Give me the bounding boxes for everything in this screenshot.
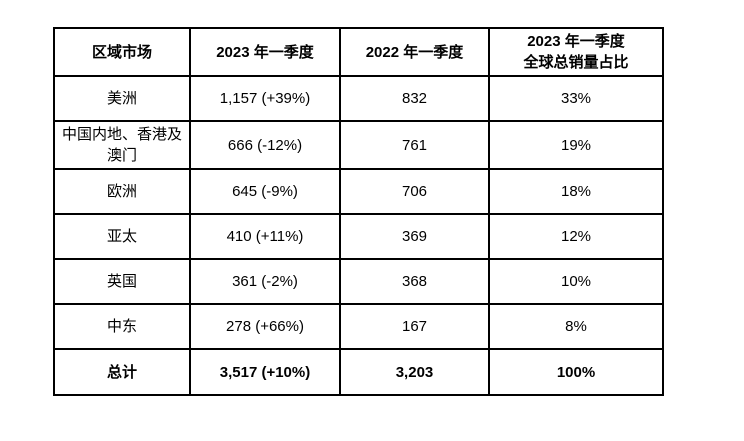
cell-region: 中东 <box>53 303 191 350</box>
cell-q1-2022: 167 <box>339 303 490 350</box>
cell-share: 12% <box>488 213 664 260</box>
cell-q1-2023: 1,157 (+39%) <box>189 75 341 122</box>
cell-share-total: 100% <box>488 348 664 396</box>
cell-share: 10% <box>488 258 664 305</box>
column-header-global-share: 2023 年一季度 全球总销量占比 <box>488 27 664 77</box>
column-header-q1-2023: 2023 年一季度 <box>189 27 341 77</box>
table-row-total: 总计 3,517 (+10%) 3,203 100% <box>53 348 664 396</box>
regional-sales-table: 区域市场 2023 年一季度 2022 年一季度 2023 年一季度 全球总销量… <box>53 27 664 396</box>
header-row: 区域市场 2023 年一季度 2022 年一季度 2023 年一季度 全球总销量… <box>53 27 664 77</box>
table-row-china-hk-macau: 中国内地、香港及澳门 666 (-12%) 761 19% <box>53 120 664 170</box>
table-row-americas: 美洲 1,157 (+39%) 832 33% <box>53 75 664 122</box>
cell-q1-2023-total: 3,517 (+10%) <box>189 348 341 396</box>
cell-q1-2023: 645 (-9%) <box>189 168 341 215</box>
cell-region: 亚太 <box>53 213 191 260</box>
cell-q1-2022: 706 <box>339 168 490 215</box>
table-row-europe: 欧洲 645 (-9%) 706 18% <box>53 168 664 215</box>
column-header-q1-2022: 2022 年一季度 <box>339 27 490 77</box>
cell-q1-2022: 369 <box>339 213 490 260</box>
cell-region: 英国 <box>53 258 191 305</box>
cell-region: 美洲 <box>53 75 191 122</box>
cell-q1-2022-total: 3,203 <box>339 348 490 396</box>
cell-share: 33% <box>488 75 664 122</box>
cell-region-total: 总计 <box>53 348 191 396</box>
cell-q1-2023: 361 (-2%) <box>189 258 341 305</box>
cell-share: 8% <box>488 303 664 350</box>
cell-share: 18% <box>488 168 664 215</box>
cell-region: 欧洲 <box>53 168 191 215</box>
cell-q1-2022: 832 <box>339 75 490 122</box>
cell-q1-2022: 761 <box>339 120 490 170</box>
table-row-middle-east: 中东 278 (+66%) 167 8% <box>53 303 664 350</box>
cell-q1-2023: 666 (-12%) <box>189 120 341 170</box>
cell-q1-2023: 278 (+66%) <box>189 303 341 350</box>
column-header-region: 区域市场 <box>53 27 191 77</box>
cell-share: 19% <box>488 120 664 170</box>
table-row-uk: 英国 361 (-2%) 368 10% <box>53 258 664 305</box>
table-row-asia-pacific: 亚太 410 (+11%) 369 12% <box>53 213 664 260</box>
cell-q1-2022: 368 <box>339 258 490 305</box>
cell-q1-2023: 410 (+11%) <box>189 213 341 260</box>
cell-region: 中国内地、香港及澳门 <box>53 120 191 170</box>
